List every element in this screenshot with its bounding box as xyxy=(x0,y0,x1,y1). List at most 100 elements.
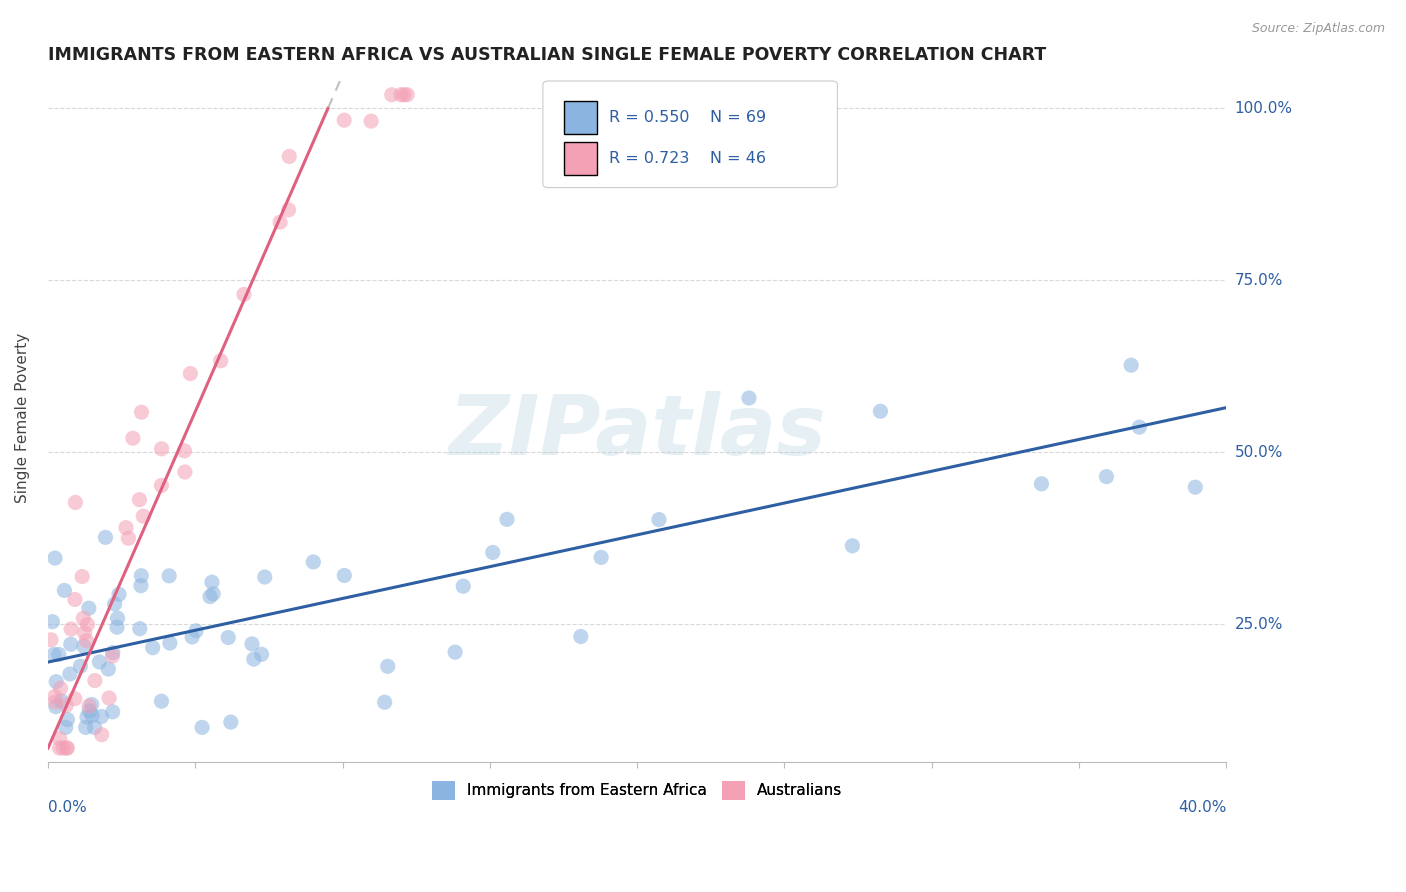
Point xyxy=(444,645,467,659)
Point xyxy=(59,667,82,681)
Point xyxy=(648,513,671,527)
Point xyxy=(201,575,224,590)
Point xyxy=(45,674,67,689)
Point xyxy=(360,114,382,128)
Point xyxy=(374,695,396,709)
Point xyxy=(79,704,101,718)
Point xyxy=(129,568,152,582)
Point xyxy=(76,710,98,724)
Point xyxy=(75,720,97,734)
Point xyxy=(277,202,299,217)
Point xyxy=(90,709,112,723)
Point xyxy=(98,691,121,706)
Legend: Immigrants from Eastern Africa, Australians: Immigrants from Eastern Africa, Australi… xyxy=(426,775,849,805)
Point xyxy=(55,698,77,713)
Point xyxy=(198,590,221,604)
Point xyxy=(42,648,65,662)
Point xyxy=(243,652,266,666)
Point xyxy=(59,637,82,651)
Point xyxy=(73,639,96,653)
Point xyxy=(269,215,291,229)
Point xyxy=(101,646,124,660)
Text: 40.0%: 40.0% xyxy=(1178,799,1226,814)
Point xyxy=(75,633,97,648)
Point xyxy=(219,715,242,730)
Point xyxy=(80,698,103,712)
Point xyxy=(101,705,124,719)
FancyBboxPatch shape xyxy=(564,101,598,134)
Text: ZIPatlas: ZIPatlas xyxy=(449,392,827,472)
Point xyxy=(55,741,77,756)
Point xyxy=(49,681,72,696)
Point xyxy=(44,551,66,566)
Point xyxy=(159,636,181,650)
Point xyxy=(63,691,86,706)
Point xyxy=(738,391,761,405)
Point xyxy=(41,615,63,629)
Point xyxy=(94,530,117,544)
Point xyxy=(69,659,91,673)
Text: Source: ZipAtlas.com: Source: ZipAtlas.com xyxy=(1251,22,1385,36)
Point xyxy=(496,512,519,526)
Point xyxy=(233,287,256,301)
Point xyxy=(173,443,195,458)
Point xyxy=(179,367,201,381)
Point xyxy=(104,597,127,611)
Point xyxy=(150,442,173,456)
Point xyxy=(250,648,273,662)
Point xyxy=(1184,480,1206,494)
Text: 50.0%: 50.0% xyxy=(1234,445,1282,460)
Point xyxy=(44,690,66,704)
Point xyxy=(128,622,150,636)
Point xyxy=(45,699,67,714)
Point xyxy=(117,531,139,545)
Point xyxy=(253,570,276,584)
Point xyxy=(48,731,70,746)
Point xyxy=(451,579,474,593)
Point xyxy=(63,592,86,607)
Point xyxy=(56,741,79,756)
Point xyxy=(107,611,129,625)
Point xyxy=(132,509,155,524)
Point xyxy=(217,631,239,645)
Point xyxy=(481,545,503,559)
Point xyxy=(101,648,124,663)
Point xyxy=(39,632,62,647)
Point xyxy=(82,708,104,723)
Point xyxy=(174,465,197,479)
Point xyxy=(53,583,76,598)
Point xyxy=(191,720,214,734)
Text: 75.0%: 75.0% xyxy=(1234,273,1282,288)
Point xyxy=(389,87,412,102)
Point xyxy=(302,555,325,569)
Point xyxy=(77,601,100,615)
Point xyxy=(1031,476,1053,491)
Point xyxy=(70,569,93,583)
Point xyxy=(150,694,173,708)
Point xyxy=(83,673,105,688)
Point xyxy=(77,698,100,713)
Point xyxy=(44,695,66,709)
FancyBboxPatch shape xyxy=(564,142,598,175)
Point xyxy=(56,713,79,727)
Point xyxy=(591,550,613,565)
Point xyxy=(1128,420,1150,434)
Point xyxy=(72,611,94,625)
Point xyxy=(60,622,83,636)
Point xyxy=(381,87,404,102)
Point xyxy=(89,655,111,669)
Point xyxy=(131,405,153,419)
Point xyxy=(202,587,225,601)
Point xyxy=(209,354,232,368)
Point xyxy=(90,728,112,742)
Text: IMMIGRANTS FROM EASTERN AFRICA VS AUSTRALIAN SINGLE FEMALE POVERTY CORRELATION C: IMMIGRANTS FROM EASTERN AFRICA VS AUSTRA… xyxy=(48,46,1046,64)
Text: 25.0%: 25.0% xyxy=(1234,616,1282,632)
Point xyxy=(105,620,128,634)
FancyBboxPatch shape xyxy=(543,81,838,187)
Text: R = 0.550    N = 69: R = 0.550 N = 69 xyxy=(609,110,766,125)
Point xyxy=(184,624,207,638)
Text: R = 0.723    N = 46: R = 0.723 N = 46 xyxy=(609,151,766,166)
Point xyxy=(333,568,356,582)
Point xyxy=(569,630,592,644)
Point xyxy=(396,87,419,102)
